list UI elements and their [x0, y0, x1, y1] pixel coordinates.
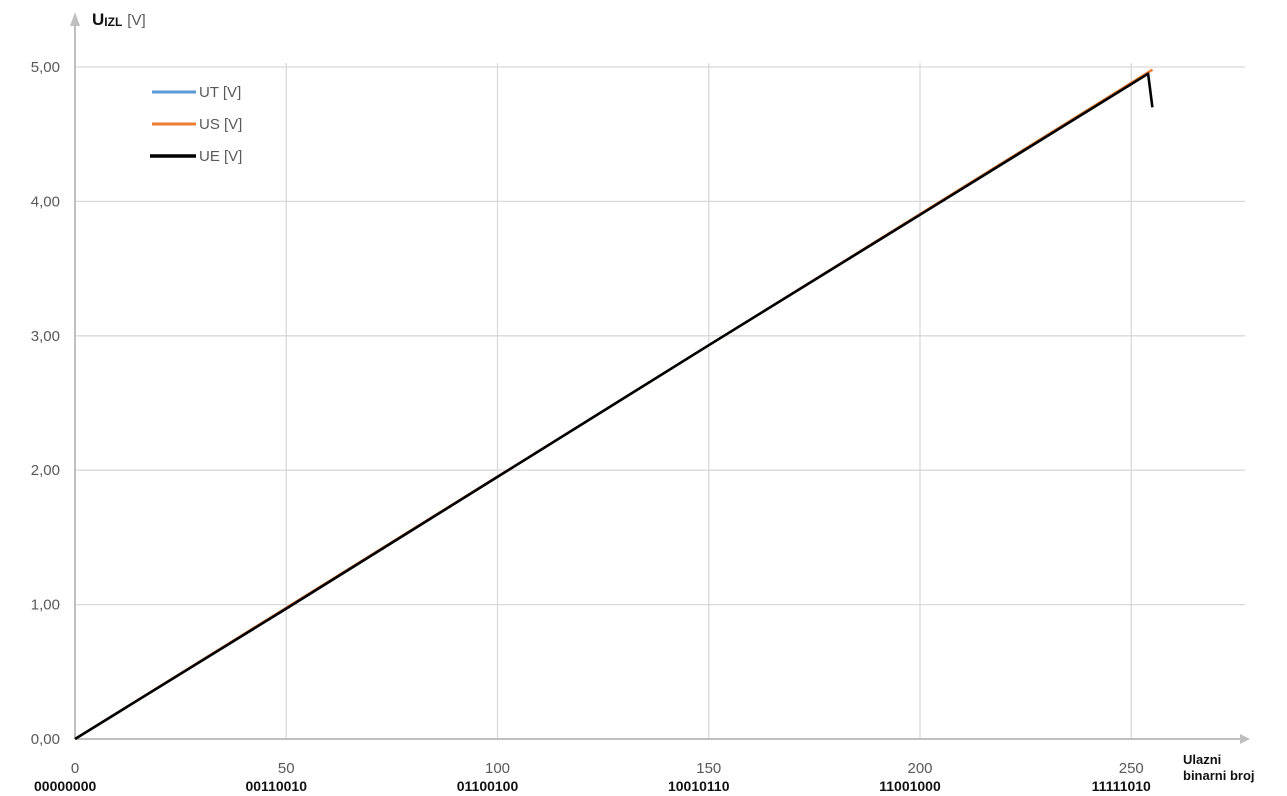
x-tick-label: 200: [907, 760, 932, 777]
x-axis-arrow: [1240, 734, 1250, 744]
x-binary-label: 11001000: [879, 778, 941, 794]
x-tick-label: 50: [278, 760, 295, 777]
legend-label: UE [V]: [199, 148, 242, 165]
axes: [70, 12, 1250, 744]
y-tick-label: 2,00: [31, 462, 60, 479]
x-tick-label: 150: [696, 760, 721, 777]
y-tick-label: 0,00: [31, 731, 60, 748]
x-binary-label: 11111010: [1092, 778, 1151, 794]
x-tick-label: 250: [1119, 760, 1144, 777]
x-tick-label: 0: [71, 760, 79, 777]
series-lines: [74, 68, 1154, 741]
y-tick-label: 5,00: [31, 59, 60, 76]
y-axis-arrow: [70, 12, 80, 26]
legend-label: UT [V]: [199, 84, 241, 101]
y-axis-title-unit: [V]: [127, 12, 145, 29]
x-binary-label: 00110010: [245, 778, 307, 794]
x-axis-title-line2: binarni broj: [1183, 768, 1255, 783]
series-line: [74, 72, 1154, 741]
y-axis-title-main: U: [92, 10, 104, 29]
y-axis-title-sub: IZL: [104, 15, 122, 29]
y-axis-title: UIZL [V]: [92, 10, 146, 29]
y-tick-label: 4,00: [31, 193, 60, 210]
x-binary-label: 10010110: [668, 778, 730, 794]
x-tick-label: 100: [485, 760, 510, 777]
legend-label: US [V]: [199, 116, 242, 133]
y-tick-label: 1,00: [31, 597, 60, 614]
legend: UT [V] US [V] UE [V]: [150, 84, 242, 165]
grid: [75, 63, 1245, 739]
x-binary-label: 01100100: [457, 778, 519, 794]
x-axis-title-line1: Ulazni: [1183, 752, 1221, 767]
x-binary-label: 00000000: [34, 778, 97, 794]
y-tick-label: 3,00: [31, 328, 60, 345]
